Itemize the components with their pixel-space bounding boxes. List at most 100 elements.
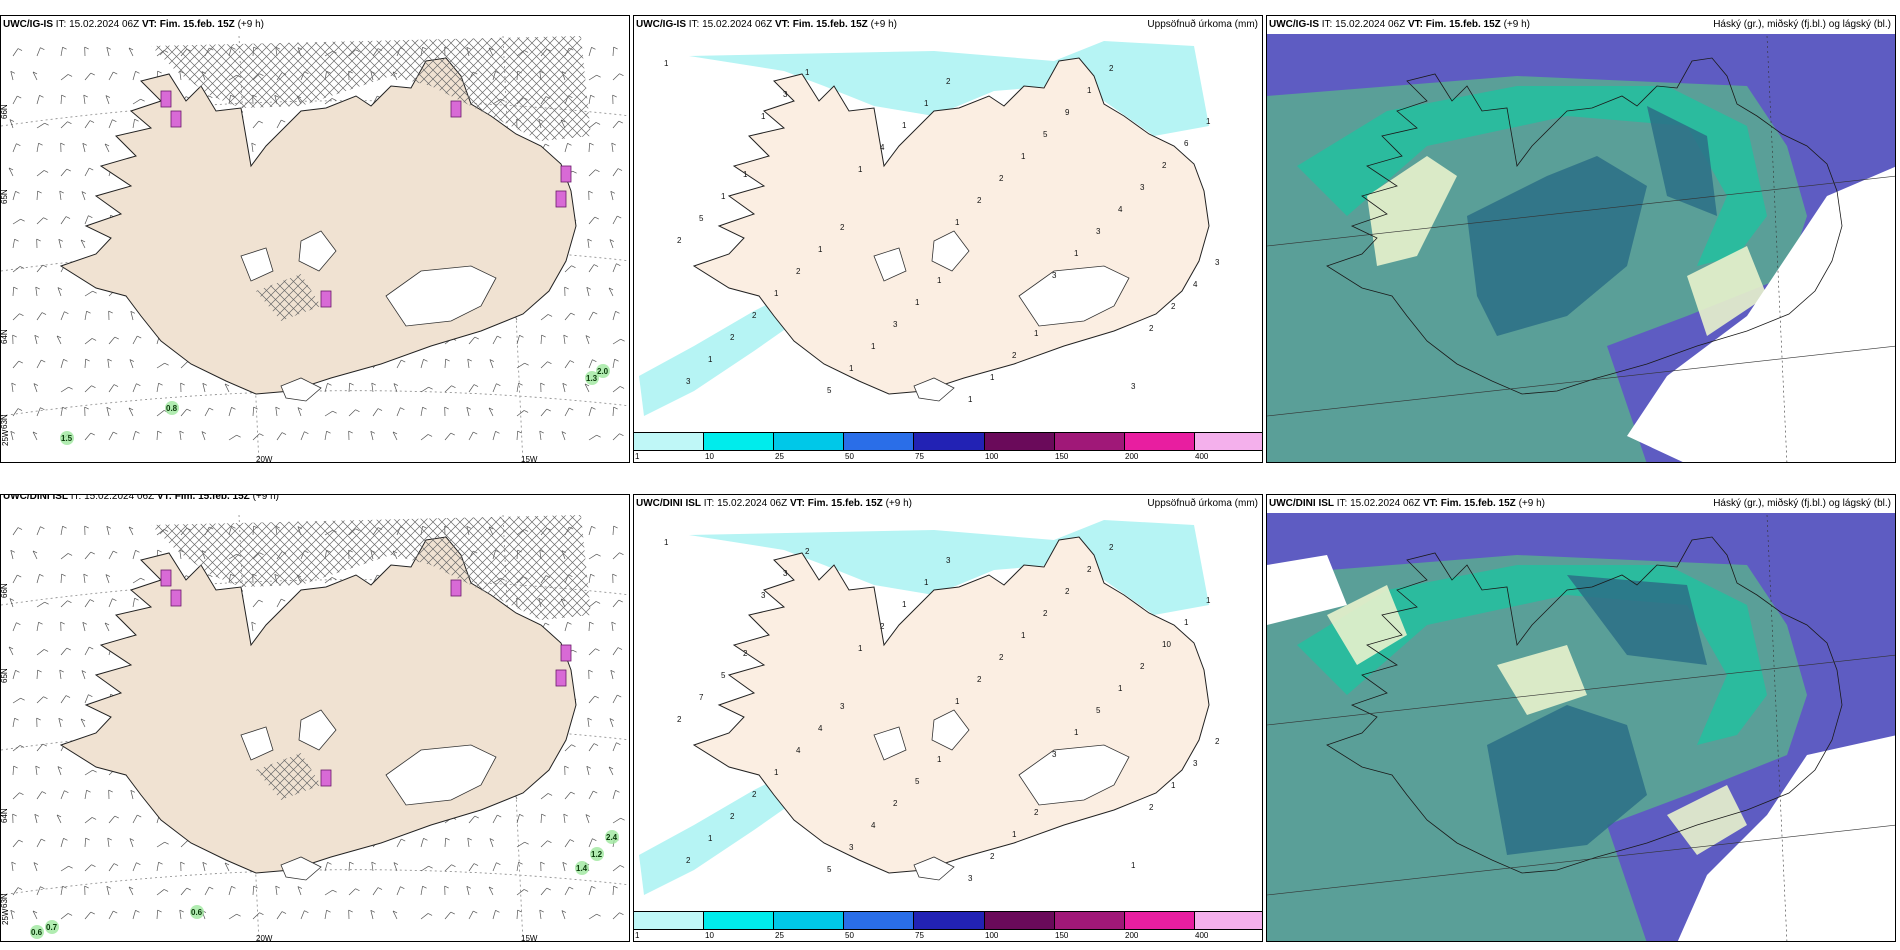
precip-value: 4 [1193,280,1198,289]
wind-barb [108,550,114,560]
glacier [298,230,337,272]
wind-barb [35,766,38,776]
point-value: 0.8 [166,404,178,413]
wind-barb [107,838,110,848]
wind-barb-flag [445,358,450,362]
wind-barb [10,550,14,560]
value-blob [585,371,599,385]
wind-barb-flag [609,239,615,242]
wind-barb-flag [561,431,567,434]
panel-header: UWC/DINI ISL IT: 15.02.2024 06Z VT: Fim.… [1269,498,1545,509]
wind-barb [60,790,65,800]
wind-barb [12,574,18,584]
wind-barb-flag [569,407,574,411]
wind-barb-flag [401,359,406,363]
wind-barb-flag [68,865,73,869]
wind-barb [489,359,494,369]
wind-barb-flag [112,119,117,122]
wind-barb-flag [18,839,23,843]
wind-barb-flag [259,433,264,437]
wind-barb [132,814,138,824]
wind-map-panel-bottom[interactable]: 66N 65N 64N 63N 25W 20W 15W 0.6 0.7 0.6 2.4 1.2 1.4… [0,494,630,942]
wind-barb-flag [589,142,594,146]
wind-barb-flag [86,310,91,314]
cloud-map-panel-bottom[interactable]: UWC/DINI ISL IT: 15.02.2024 06Z VT: Fim.… [1266,494,1896,942]
wind-barb-flag [545,143,550,147]
wind-barb-flag [13,286,18,290]
wind-barb-flag [348,909,353,913]
wind-barb [83,95,86,105]
latitude-line [1267,345,1895,417]
wind-barb-flag [258,599,263,603]
wind-barb [468,863,475,872]
wind-barb [396,838,402,848]
wind-barb-flag [39,574,44,577]
wind-barb [348,861,350,872]
wind-barb-flag [17,527,23,530]
wind-barb [35,287,38,297]
it-value: 15.02.2024 06Z [1335,19,1406,30]
wind-barb [108,431,114,441]
wind-barb-flag [108,310,113,314]
wind-barb [324,98,333,105]
inland-hatch [256,274,321,321]
wind-barb-flag [34,334,39,338]
precip-value: 5 [1043,130,1048,139]
model-name: UWC/IG-IS [1269,19,1319,30]
wind-barb [276,598,282,608]
wind-barb-flag [546,887,551,891]
wind-barb-flag [355,888,360,892]
wind-barb [132,383,137,393]
wind-barb-flag [595,122,601,125]
wind-barb-flag [140,98,145,102]
wind-barb-flag [90,72,95,76]
precip-value: 2 [977,196,982,205]
cloud-map-panel-top[interactable]: UWC/IG-IS IT: 15.02.2024 06Z VT: Fim. 15… [1266,15,1896,463]
wind-map-panel-top[interactable]: 66N 65N 64N 63N 25W 20W 15W 0.8 1.5 2.0 1.3 UWC/I… [0,15,630,463]
wind-barb [516,862,519,872]
heavy-precip-marks [160,569,572,787]
wind-barb [612,120,620,129]
longitude-label: 20W [256,934,273,942]
wind-barb-flag [258,120,263,124]
legend-tick: 25 [775,931,784,940]
latitude-label: 65N [1,189,9,204]
wind-barb [106,407,110,417]
vt-label: VT: [156,494,172,502]
wind-barb [156,889,165,896]
wind-barb [156,862,159,872]
wind-barb [179,431,182,441]
precip-value: 2 [999,174,1004,183]
wind-barb [609,239,614,249]
wind-barb-flag [64,790,69,793]
wind-barb-flag [613,46,618,50]
legend-tick: 150 [1055,452,1069,461]
wind-barb-flag [594,695,599,699]
wind-barb [588,169,596,177]
wind-barb [393,862,398,872]
wind-barb-flag [569,839,575,842]
wind-barb-flag [82,621,87,625]
precip-value: 5 [915,777,920,786]
lead-time: (+9 h) [1503,19,1530,30]
glaciers [240,230,497,402]
latitude-label: 63N [1,893,9,908]
wind-barb-flag [104,143,110,147]
wind-barb-flag [593,743,599,746]
wind-barb-flag [10,549,15,553]
wind-barb [562,862,566,872]
it-label: IT: [703,498,715,509]
heavy-precip-mark [320,290,332,308]
wind-barb-flag [231,886,236,889]
glacier [240,247,274,282]
wind-barb-flag [137,335,142,339]
wind-barb [324,383,328,393]
wind-barb-flag [36,717,41,721]
wind-barb-flag [445,837,450,841]
wind-barb [444,837,446,848]
precip-value: 2 [893,799,898,808]
wind-barb [612,433,620,441]
wind-barb [444,432,452,441]
precip-map-panel-bottom[interactable]: 1 3 1 1 3 2 2 3 2 2 1 1 1 2 1 2 5 3 2 5 1 1 1 2 2 3 3 2 2 2 1 4 3 2 10 7 4 2 2… [633,494,1263,942]
